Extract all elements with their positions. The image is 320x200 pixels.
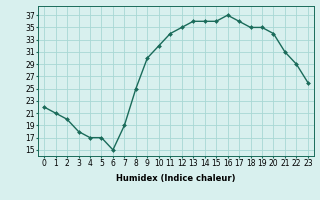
X-axis label: Humidex (Indice chaleur): Humidex (Indice chaleur) (116, 174, 236, 183)
